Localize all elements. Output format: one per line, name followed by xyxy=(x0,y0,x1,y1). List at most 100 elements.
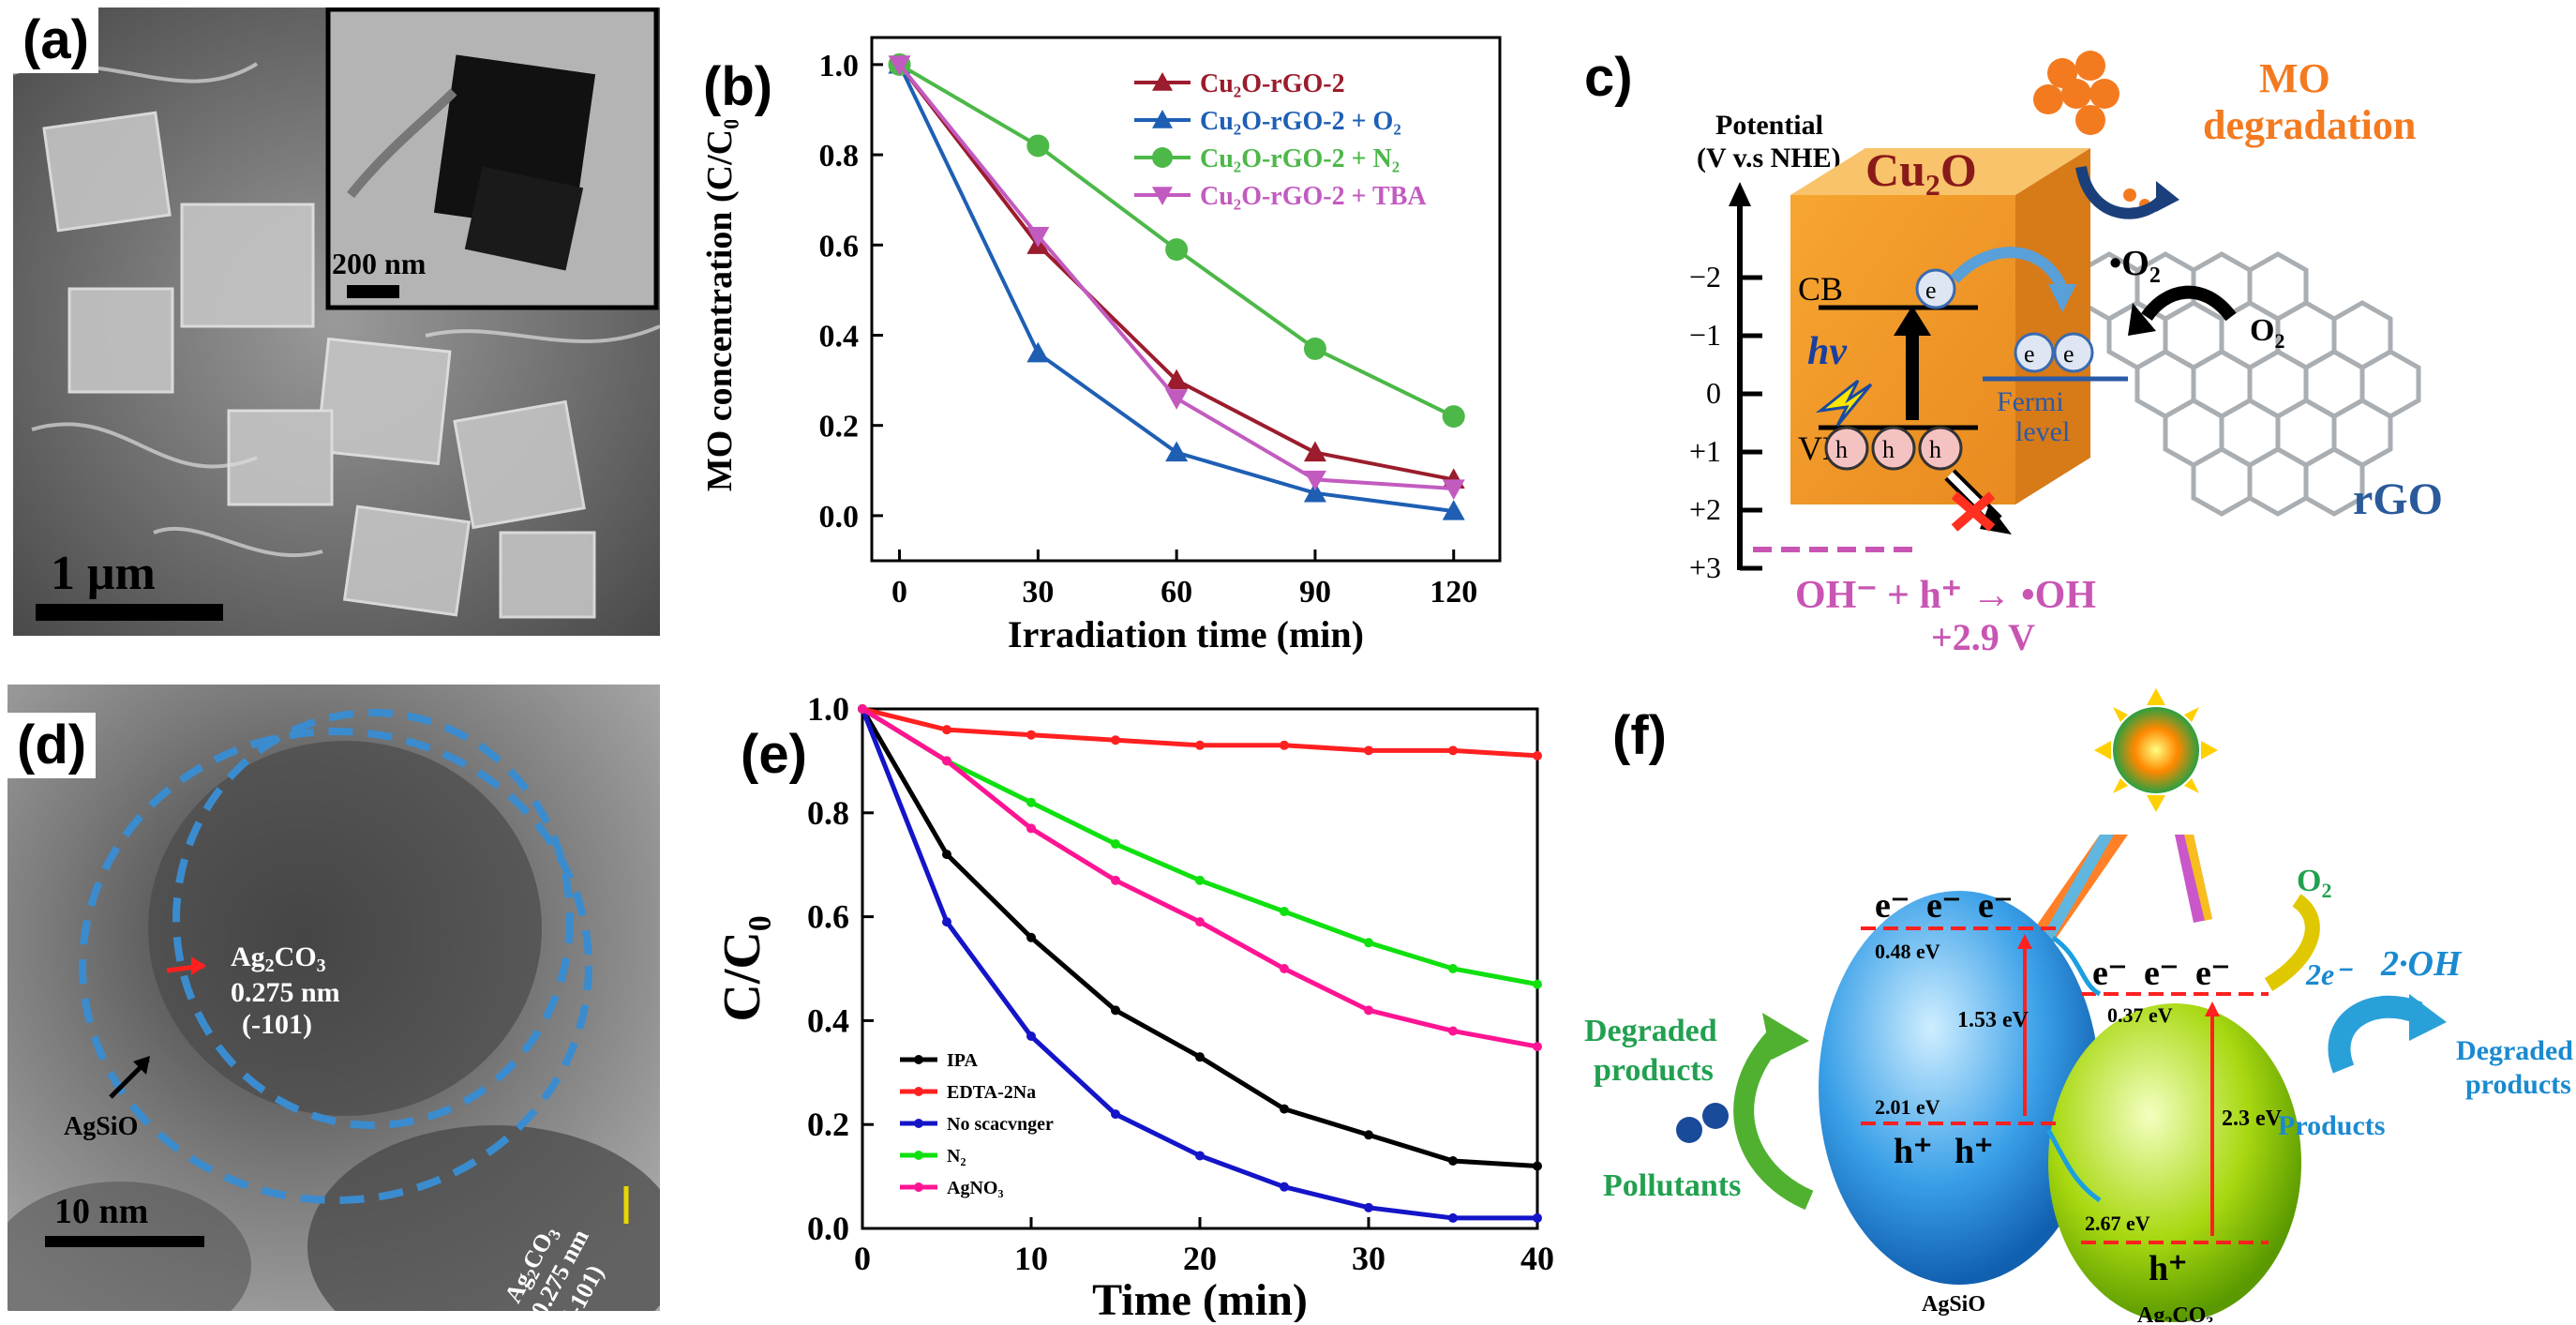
electron-label: e⁻ xyxy=(2195,954,2230,993)
legend-marker xyxy=(914,1087,923,1096)
ag2co3-label: Ag2CO3 xyxy=(231,941,326,976)
y-tick-label: 0.0 xyxy=(807,1210,849,1247)
hole-bubble xyxy=(1702,1103,1729,1129)
degraded-label-1: Degraded xyxy=(1584,1014,1717,1048)
fermi-label-2: level xyxy=(2015,416,2070,447)
tick-label: −2 xyxy=(1689,260,1721,294)
chart-e: 0 10 20 30 40 0.0 0.2 0.4 0.6 0.8 1.0 Time (min) C/C… xyxy=(713,690,1554,1322)
legend-label: Cu₂O-rGO-2 + N₂ xyxy=(1200,144,1400,173)
rgo-label: rGO xyxy=(2353,474,2443,524)
degraded-label-2: products xyxy=(1594,1053,1714,1088)
products-label: Products xyxy=(2278,1110,2385,1141)
agsio-label: AgSiO xyxy=(1922,1292,1985,1317)
data-point xyxy=(1111,839,1120,850)
data-point xyxy=(1111,875,1120,885)
scale-label: 10 nm xyxy=(54,1192,148,1231)
panel-label: (f) xyxy=(1603,703,1676,769)
panel-label: (a) xyxy=(13,8,98,73)
panel-c: Potential (V v.s NHE) −2 −1 0 +1 +2 +3 xyxy=(1556,8,2576,655)
data-point xyxy=(1111,1109,1120,1120)
electron-label: e⁻ xyxy=(1875,886,1910,926)
data-point xyxy=(1026,134,1050,158)
main-scale-label: 1 μm xyxy=(51,547,156,600)
tick-label: +1 xyxy=(1689,434,1721,468)
tick-label: −1 xyxy=(1689,318,1721,352)
data-point xyxy=(1195,1052,1205,1062)
data-point xyxy=(1280,1182,1289,1192)
cb-label: CB xyxy=(1798,270,1843,308)
data-point xyxy=(1442,500,1465,520)
pollutants-label: Pollutants xyxy=(1603,1168,1741,1203)
x-tick-label: 120 xyxy=(1430,575,1477,610)
data-point xyxy=(1533,979,1542,989)
data-point xyxy=(1533,750,1542,760)
legend-marker xyxy=(914,1151,923,1160)
data-point xyxy=(1442,405,1465,429)
data-point xyxy=(1364,938,1373,948)
data-point xyxy=(1111,735,1120,745)
x-tick-label: 90 xyxy=(1299,575,1331,610)
hole xyxy=(1918,426,1963,471)
legend-label: Cu₂O-rGO-2 + O₂ xyxy=(1200,107,1401,136)
ag2co3-label: Ag2CO3 xyxy=(2137,1303,2213,1322)
data-point xyxy=(1195,875,1205,885)
legend-label: Cu₂O-rGO-2 xyxy=(1200,69,1345,98)
lightning-icon xyxy=(1815,379,1873,427)
data-point xyxy=(1448,1212,1458,1223)
data-point xyxy=(1533,1161,1542,1171)
hole-label: h⁺ xyxy=(1894,1132,1932,1171)
cu2o-label: Cu2O xyxy=(1865,143,1977,202)
x-tick-label: 10 xyxy=(1014,1240,1048,1277)
legend-marker xyxy=(914,1055,923,1064)
agsio-shell-outline xyxy=(79,728,592,1204)
legend-marker xyxy=(1152,147,1173,168)
data-point xyxy=(1026,341,1050,363)
data-point xyxy=(1303,481,1326,503)
hole xyxy=(1824,426,1869,471)
data-point xyxy=(1303,337,1326,360)
tick-label: 0 xyxy=(1706,376,1721,410)
data-point xyxy=(1165,238,1189,262)
tick-label: +3 xyxy=(1689,550,1721,584)
hv-label: hv xyxy=(1807,330,1848,373)
transfer-arrow xyxy=(1950,247,2068,292)
hydroxyl-label: 2·OH xyxy=(2380,944,2463,984)
mo-molecules-icon xyxy=(2033,51,2150,217)
energy-diagram-f: e⁻ e⁻ e⁻ h⁺ h⁺ 0.48 eV 2.01 eV 1.53 eV e… xyxy=(1584,688,2573,1322)
panel-a: 200 nm 1 μm (a) xyxy=(13,8,660,636)
panel-b: 0 30 60 90 120 0.0 0.2 0.4 0.6 0.8 1.0 Irradiation … xyxy=(675,8,1537,655)
data-point xyxy=(1026,730,1036,740)
legend-label: IPA xyxy=(947,1050,979,1071)
hole-transfer-arrow xyxy=(2045,1128,2102,1203)
data-point xyxy=(1364,1005,1373,1016)
electron xyxy=(2053,332,2094,373)
y-tick-label: 1.0 xyxy=(807,690,849,728)
data-point xyxy=(1280,1104,1289,1114)
data-point xyxy=(1533,1212,1542,1223)
agsio-cb-value: 0.48 eV xyxy=(1875,940,1940,963)
degraded-right-label-2: products xyxy=(2465,1069,2571,1100)
degradation-arrow xyxy=(2075,165,2170,219)
data-point xyxy=(1280,740,1289,750)
panel-e: 0 10 20 30 40 0.0 0.2 0.4 0.6 0.8 1.0 Time (min) C/C… xyxy=(675,675,1565,1322)
data-point xyxy=(1364,1130,1373,1140)
y-tick-label: 1.0 xyxy=(819,49,860,83)
scale-bar xyxy=(45,1236,204,1247)
data-point xyxy=(858,704,867,714)
electron xyxy=(1915,268,1956,309)
data-point xyxy=(1165,441,1189,462)
data-point xyxy=(1165,369,1189,390)
data-point xyxy=(1448,964,1458,973)
panel-f: e⁻ e⁻ e⁻ h⁺ h⁺ 0.48 eV 2.01 eV 1.53 eV e… xyxy=(1575,675,2576,1322)
hole-label: h⁺ xyxy=(2149,1249,2187,1288)
data-point xyxy=(942,917,951,927)
rgo-sheet xyxy=(2078,251,2421,517)
mo-label-2: degradation xyxy=(2203,102,2416,148)
electron-transfer-arrow xyxy=(2051,935,2102,997)
tick-label: +2 xyxy=(1689,492,1721,526)
legend-label: EDTA-2Na xyxy=(947,1082,1036,1103)
y-tick-label: 0.0 xyxy=(819,500,860,535)
data-point xyxy=(1195,1151,1205,1161)
x-tick-label: 40 xyxy=(1520,1240,1554,1277)
legend-marker xyxy=(1152,72,1173,91)
